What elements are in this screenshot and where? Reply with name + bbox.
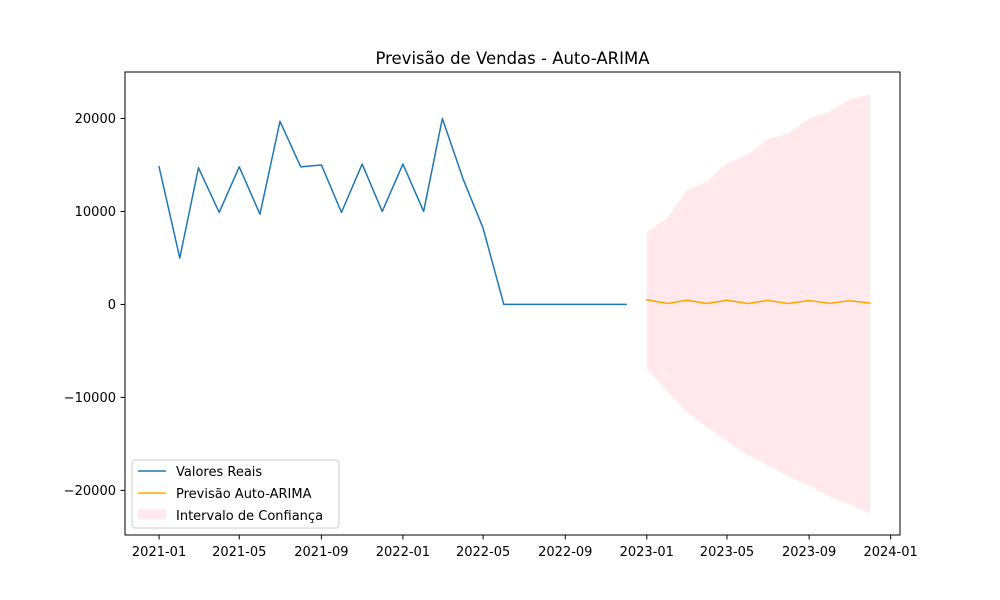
data-point-0-2 (196, 166, 200, 170)
data-point-1-1 (666, 302, 670, 306)
data-point-0-16 (481, 226, 485, 230)
data-point-0-21 (583, 302, 587, 306)
y-tick-label: 0 (108, 298, 116, 313)
data-point-0-11 (380, 209, 384, 213)
legend-label-valores-reais: Valores Reais (176, 465, 262, 480)
legend-swatch-intervalo (138, 509, 166, 519)
data-point-1-5 (746, 302, 750, 306)
data-point-1-10 (848, 299, 852, 303)
data-point-1-0 (645, 298, 649, 302)
data-point-0-17 (502, 302, 506, 306)
data-point-1-9 (827, 301, 831, 305)
y-tick-label: −10000 (64, 391, 116, 406)
data-point-0-15 (461, 177, 465, 181)
legend-label-intervalo: Intervalo de Confiança (176, 509, 323, 524)
series-line-1 (645, 298, 871, 305)
data-point-0-9 (339, 210, 343, 214)
data-point-0-23 (624, 302, 628, 306)
axes-frame (124, 71, 901, 536)
data-point-0-19 (543, 302, 547, 306)
x-tick-label: 2022-01 (376, 545, 430, 560)
legend: Valores Reais Previsão Auto-ARIMA Interv… (131, 459, 340, 529)
data-point-0-1 (178, 256, 182, 260)
plot-area (157, 94, 872, 514)
data-point-1-4 (725, 298, 729, 302)
data-point-0-7 (299, 165, 303, 169)
legend-frame (131, 459, 340, 529)
data-point-0-4 (237, 165, 241, 169)
y-tick-label: −20000 (64, 484, 116, 499)
data-point-0-5 (258, 212, 262, 216)
data-point-0-8 (319, 163, 323, 167)
data-point-1-7 (786, 302, 790, 306)
x-tick-label: 2024-01 (863, 545, 917, 560)
x-tick-label: 2021-05 (212, 545, 266, 560)
x-tick-label: 2023-05 (700, 545, 754, 560)
axes: 2021-01 2021-05 2021-09 2022-01 2022-05 2022-… (64, 71, 918, 560)
x-tick-label: 2022-05 (456, 545, 510, 560)
series-line-0 (158, 117, 627, 306)
data-point-0-14 (440, 116, 444, 120)
data-point-0-22 (604, 302, 608, 306)
y-tick-label: 20000 (75, 112, 116, 127)
data-point-0-12 (401, 162, 405, 166)
x-tick-label: 2021-01 (132, 545, 186, 560)
data-point-0-10 (360, 162, 364, 166)
legend-label-previsao: Previsão Auto-ARIMA (176, 487, 312, 502)
data-point-0-0 (157, 165, 161, 169)
data-point-0-3 (217, 210, 221, 214)
data-point-0-20 (563, 302, 567, 306)
confidence-band (646, 94, 870, 514)
data-point-1-11 (868, 301, 872, 305)
data-point-1-6 (766, 298, 770, 302)
data-point-1-2 (684, 298, 688, 302)
data-point-1-8 (807, 299, 811, 303)
y-tick-label: 10000 (75, 205, 116, 220)
data-point-0-18 (522, 302, 526, 306)
data-point-0-6 (278, 119, 282, 123)
x-tick-label: 2023-01 (620, 545, 674, 560)
x-tick-label: 2022-09 (538, 545, 592, 560)
x-tick-label: 2023-09 (782, 545, 836, 560)
data-point-1-3 (705, 302, 709, 306)
data-point-0-13 (422, 209, 426, 213)
x-tick-label: 2021-09 (294, 545, 348, 560)
chart-title: Previsão de Vendas - Auto-ARIMA (375, 49, 650, 68)
